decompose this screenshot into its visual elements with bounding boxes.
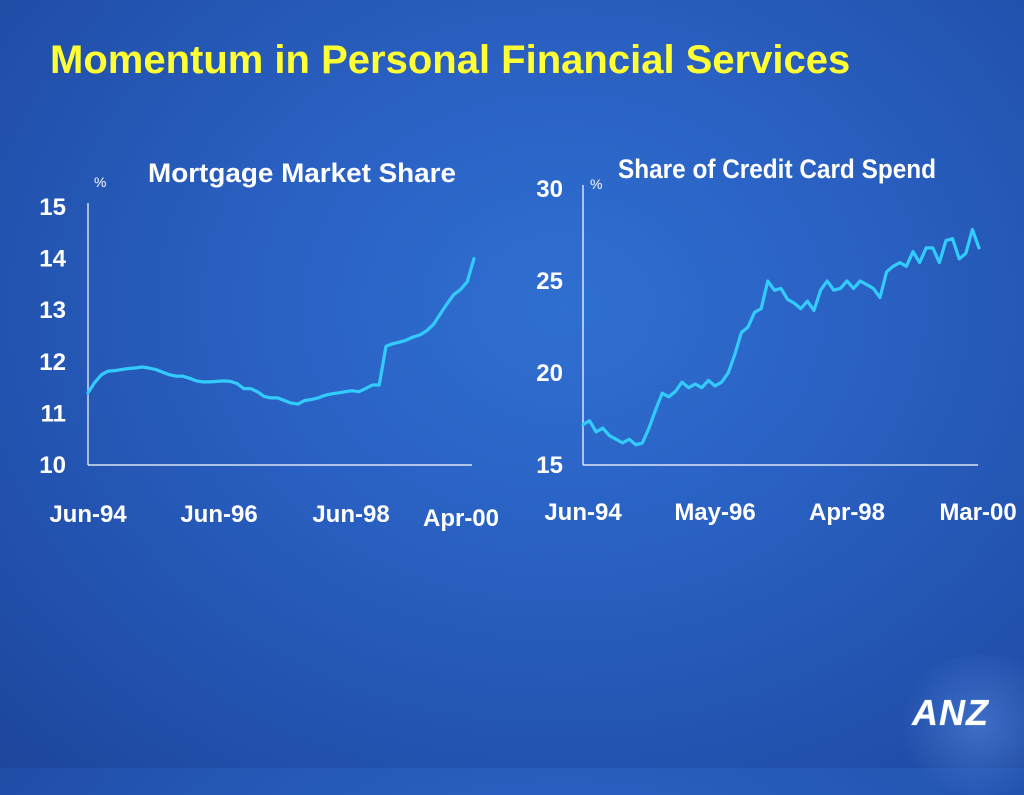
anz-logo: ANZ [912, 692, 989, 733]
y-tick-label: 11 [41, 400, 66, 427]
y-tick-label: 13 [39, 297, 66, 324]
x-tick-label: Mar-00 [939, 499, 1016, 526]
x-tick-label: Jun-94 [49, 501, 127, 528]
x-tick-label: Apr-98 [809, 499, 885, 526]
y-tick-label: 12 [39, 349, 66, 376]
y-tick-label: 30 [536, 176, 563, 203]
y-tick-label: 14 [39, 246, 66, 273]
y-tick-label: 15 [39, 194, 66, 221]
y-unit-label: % [94, 174, 106, 190]
y-tick-label: 20 [536, 360, 563, 387]
y-unit-label: % [590, 176, 602, 192]
y-tick-label: 25 [536, 268, 563, 295]
slide-title: Momentum in Personal Financial Services [50, 38, 851, 82]
x-tick-label: Jun-94 [544, 499, 622, 526]
mortgage-market-share-chart: 10 11 12 13 14 15 Jun-94 Jun-96 Jun-98 Apr-00% Mor… [39, 158, 499, 532]
y-tick-label: 10 [39, 452, 66, 479]
series-line [86, 257, 476, 406]
x-tick-label: Jun-98 [312, 501, 389, 528]
chart-title: Share of Credit Card Spend [618, 154, 936, 184]
x-tick-label: May-96 [674, 499, 755, 526]
chart-title: Mortgage Market Share [148, 158, 456, 188]
y-tick-label: 15 [536, 452, 563, 479]
x-tick-label: Apr-00 [423, 505, 499, 532]
x-tick-label: Jun-96 [180, 501, 257, 528]
series-line [581, 227, 981, 447]
credit-card-spend-chart: 15 20 25 30 Jun-94 May-96 Apr-98 Mar-00% Share o… [536, 154, 1016, 526]
